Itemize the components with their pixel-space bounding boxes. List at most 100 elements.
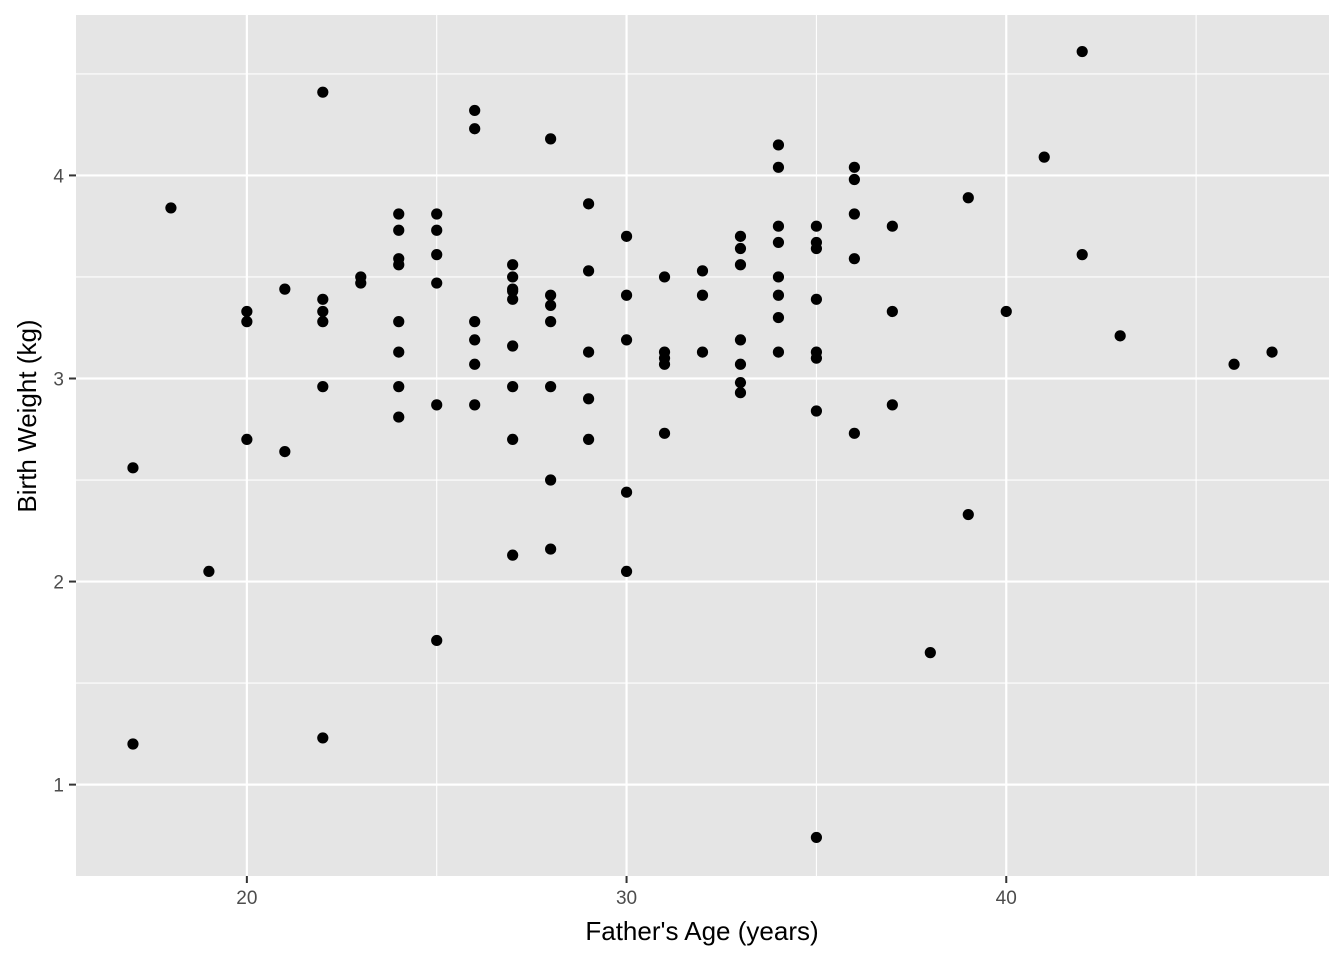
data-point xyxy=(848,173,860,186)
data-point xyxy=(393,259,405,271)
data-point xyxy=(241,305,253,318)
data-point xyxy=(507,285,519,297)
data-point xyxy=(203,565,215,578)
data-point xyxy=(545,133,557,145)
data-point xyxy=(810,831,823,844)
data-point xyxy=(734,259,747,271)
data-point xyxy=(620,565,633,578)
y-tick-label: 3 xyxy=(53,369,64,390)
data-point xyxy=(241,316,253,328)
data-point xyxy=(734,387,747,399)
data-point xyxy=(469,399,481,411)
data-point xyxy=(658,427,671,439)
data-point xyxy=(810,405,823,417)
data-point xyxy=(469,358,481,370)
data-point xyxy=(317,305,329,318)
data-point xyxy=(734,242,747,255)
data-point xyxy=(734,334,747,346)
data-point xyxy=(1000,305,1012,318)
data-point xyxy=(772,220,785,232)
data-point xyxy=(469,334,481,346)
data-point xyxy=(545,543,557,555)
data-point xyxy=(658,271,671,283)
minor-gridlines xyxy=(76,15,1329,876)
data-point xyxy=(1114,330,1126,342)
data-point xyxy=(279,283,291,295)
data-point xyxy=(355,277,367,289)
x-tick-label: 30 xyxy=(616,888,637,909)
data-point xyxy=(772,161,785,173)
data-point xyxy=(582,433,595,446)
data-point xyxy=(810,352,823,364)
data-point xyxy=(507,340,519,352)
data-point xyxy=(696,346,709,358)
data-point xyxy=(279,445,291,458)
data-point xyxy=(772,311,785,324)
data-point xyxy=(127,738,139,750)
x-axis-title: Father's Age (years) xyxy=(585,916,818,946)
data-point xyxy=(734,376,747,389)
data-point xyxy=(545,316,557,328)
data-point xyxy=(317,732,329,744)
data-point xyxy=(469,316,481,328)
data-point xyxy=(848,253,860,265)
data-point xyxy=(393,224,405,236)
data-point xyxy=(886,399,898,411)
data-point xyxy=(469,104,481,117)
data-point xyxy=(1038,151,1050,163)
data-point xyxy=(431,399,443,411)
data-point xyxy=(582,198,595,210)
data-point xyxy=(1266,346,1278,358)
data-point xyxy=(507,433,519,446)
data-point xyxy=(507,549,519,561)
y-tick-label: 4 xyxy=(53,166,64,187)
data-point xyxy=(469,123,481,135)
data-point xyxy=(393,316,405,328)
data-point xyxy=(431,277,443,289)
data-point xyxy=(772,236,785,249)
data-point xyxy=(545,381,557,393)
axis-ticks: 20 30 40 1 2 3 4 xyxy=(53,166,1016,909)
data-point xyxy=(317,316,329,328)
data-point xyxy=(393,411,405,423)
data-point xyxy=(848,208,860,220)
data-point xyxy=(620,289,633,301)
y-axis-title: Birth Weight (kg) xyxy=(12,319,42,512)
data-point xyxy=(962,192,974,204)
data-point xyxy=(393,208,405,220)
data-point xyxy=(545,299,557,311)
data-point xyxy=(658,358,671,370)
data-point xyxy=(1076,45,1088,58)
data-point xyxy=(545,289,557,301)
data-point xyxy=(507,293,519,305)
major-gridlines xyxy=(76,15,1329,876)
data-point xyxy=(886,305,898,318)
y-tick-label: 1 xyxy=(53,776,64,797)
data-point xyxy=(962,508,974,521)
data-point xyxy=(772,139,785,151)
data-point xyxy=(241,433,253,446)
data-point xyxy=(431,208,443,220)
data-point xyxy=(848,161,860,173)
data-point xyxy=(507,381,519,393)
data-point xyxy=(924,647,936,659)
data-point xyxy=(127,462,139,474)
data-point xyxy=(848,427,860,439)
data-point xyxy=(696,289,709,301)
data-point xyxy=(431,249,443,261)
data-point xyxy=(582,346,595,358)
data-point xyxy=(810,242,823,255)
data-point xyxy=(507,271,519,283)
x-tick-label: 40 xyxy=(996,888,1017,909)
data-point xyxy=(431,634,443,647)
data-point xyxy=(165,202,177,214)
data-point xyxy=(317,381,329,393)
data-point xyxy=(393,381,405,393)
data-point xyxy=(620,334,633,346)
x-tick-label: 20 xyxy=(236,888,257,909)
data-point xyxy=(620,486,633,498)
data-point xyxy=(393,346,405,358)
data-point xyxy=(886,220,898,232)
data-point xyxy=(810,293,823,305)
